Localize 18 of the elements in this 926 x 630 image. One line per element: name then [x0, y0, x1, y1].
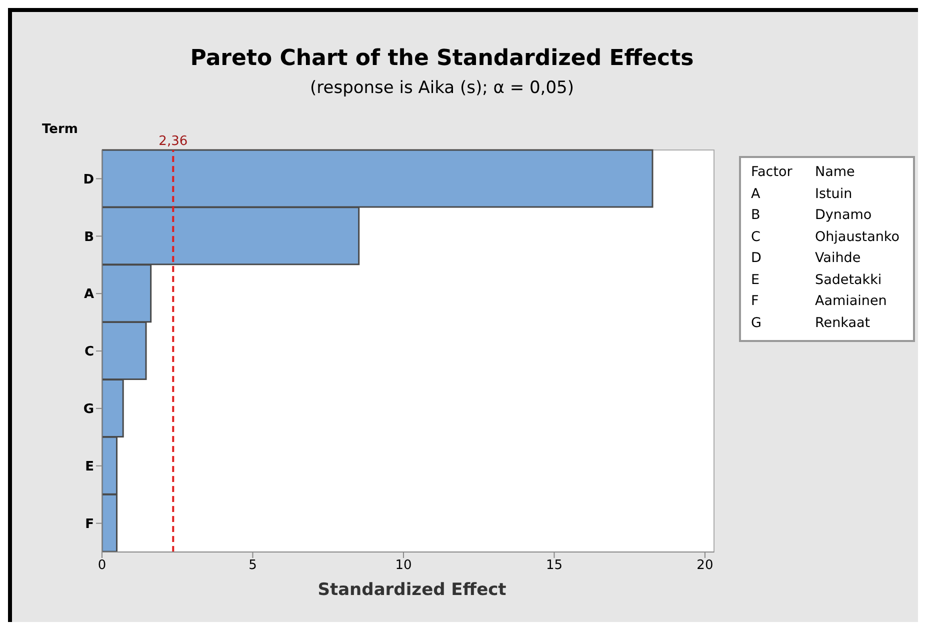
y-tick-label: C	[84, 344, 94, 360]
chart-title: Pareto Chart of the Standardized Effects	[189, 46, 695, 71]
chart-subtitle: (response is Aika (s); α = 0,05)	[309, 78, 575, 98]
y-tick-label: A	[84, 287, 94, 302]
ref-line-label: 2,36	[158, 134, 188, 149]
factor-table: Factor Name A Istuin B Dynamo C Ohjaustanko D Vaihde E Sadetakki F Aamiainen G Renkaat	[739, 156, 915, 342]
y-tick-label: F	[85, 516, 94, 532]
x-tick-label: 15	[546, 558, 562, 574]
x-tick-label: 5	[248, 558, 257, 574]
y-tick-label: G	[83, 402, 94, 418]
x-tick-label: 10	[395, 558, 412, 574]
x-axis-title: Standardized Effect	[316, 580, 508, 600]
x-tick-label: 0	[98, 558, 106, 574]
y-tick-label: D	[83, 172, 94, 188]
y-tick-label: E	[85, 459, 94, 474]
y-tick-label: B	[84, 230, 94, 245]
x-tick-label: 20	[696, 558, 714, 574]
y-axis-title: Term	[42, 122, 78, 137]
